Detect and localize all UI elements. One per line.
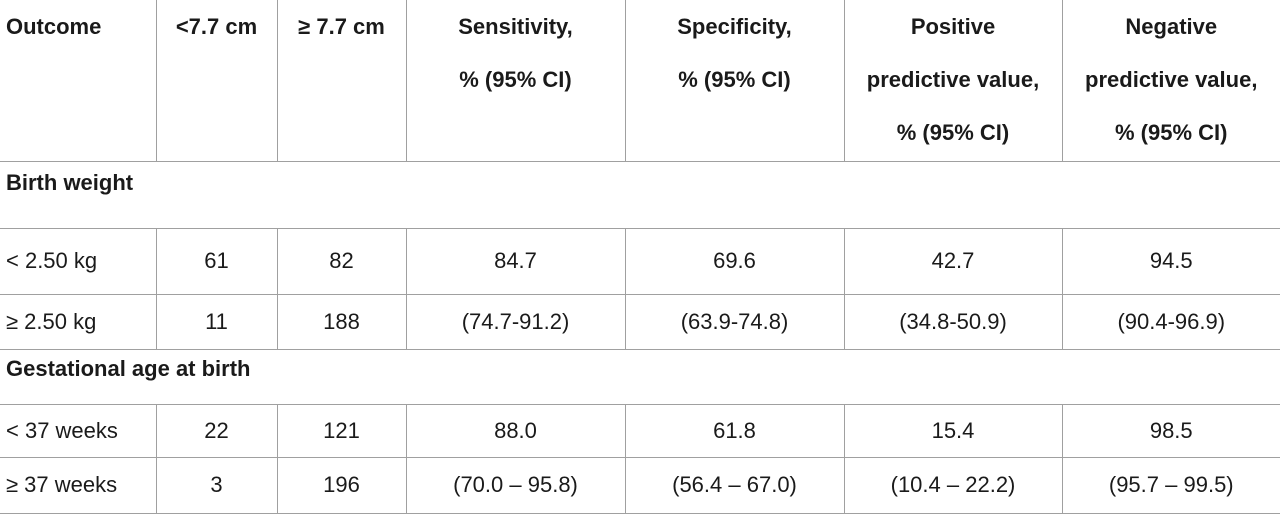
cell-ge: 82 (276, 228, 406, 295)
cell-npv: 98.5 (1061, 404, 1280, 458)
cell-npv: (95.7 – 99.5) (1061, 457, 1280, 514)
row-label: ≥ 37 weeks (0, 457, 156, 514)
row-label: ≥ 2.50 kg (0, 294, 156, 350)
section-title: Birth weight (0, 161, 1280, 229)
header-ppv: Positive predictive value, % (95% CI) (843, 0, 1062, 162)
cell-npv: (90.4-96.9) (1061, 294, 1280, 350)
cell-ppv: (10.4 – 22.2) (843, 457, 1062, 514)
header-npv: Negative predictive value, % (95% CI) (1061, 0, 1280, 162)
section-row-birth-weight: Birth weight (0, 161, 1280, 229)
table-row: < 37 weeks 22 121 88.0 61.8 15.4 98.5 (0, 404, 1280, 458)
cell-sensitivity: 84.7 (405, 228, 625, 295)
cell-sensitivity: (74.7-91.2) (405, 294, 625, 350)
header-outcome: Outcome (0, 0, 156, 162)
row-label: < 37 weeks (0, 404, 156, 458)
cell-ppv: (34.8-50.9) (843, 294, 1062, 350)
header-ge-7-7: ≥ 7.7 cm (276, 0, 406, 162)
table-row: ≥ 37 weeks 3 196 (70.0 – 95.8) (56.4 – 6… (0, 457, 1280, 514)
cell-lt: 11 (155, 294, 277, 350)
table-header-row: Outcome <7.7 cm ≥ 7.7 cm Sensitivity, % … (0, 0, 1280, 162)
header-lt-7-7: <7.7 cm (155, 0, 277, 162)
table-row: ≥ 2.50 kg 11 188 (74.7-91.2) (63.9-74.8)… (0, 294, 1280, 350)
cell-specificity: 61.8 (624, 404, 844, 458)
cell-ge: 121 (276, 404, 406, 458)
cell-lt: 3 (155, 457, 277, 514)
cell-sensitivity: 88.0 (405, 404, 625, 458)
cell-lt: 22 (155, 404, 277, 458)
cell-ppv: 42.7 (843, 228, 1062, 295)
row-label: < 2.50 kg (0, 228, 156, 295)
cell-ppv: 15.4 (843, 404, 1062, 458)
cell-npv: 94.5 (1061, 228, 1280, 295)
section-title: Gestational age at birth (0, 349, 1280, 405)
table-row: < 2.50 kg 61 82 84.7 69.6 42.7 94.5 (0, 228, 1280, 295)
cell-ge: 188 (276, 294, 406, 350)
cell-lt: 61 (155, 228, 277, 295)
cell-specificity: (56.4 – 67.0) (624, 457, 844, 514)
cell-specificity: (63.9-74.8) (624, 294, 844, 350)
section-row-gestational-age: Gestational age at birth (0, 349, 1280, 405)
cell-sensitivity: (70.0 – 95.8) (405, 457, 625, 514)
cell-ge: 196 (276, 457, 406, 514)
cell-specificity: 69.6 (624, 228, 844, 295)
header-specificity: Specificity, % (95% CI) (624, 0, 844, 162)
header-sensitivity: Sensitivity, % (95% CI) (405, 0, 625, 162)
